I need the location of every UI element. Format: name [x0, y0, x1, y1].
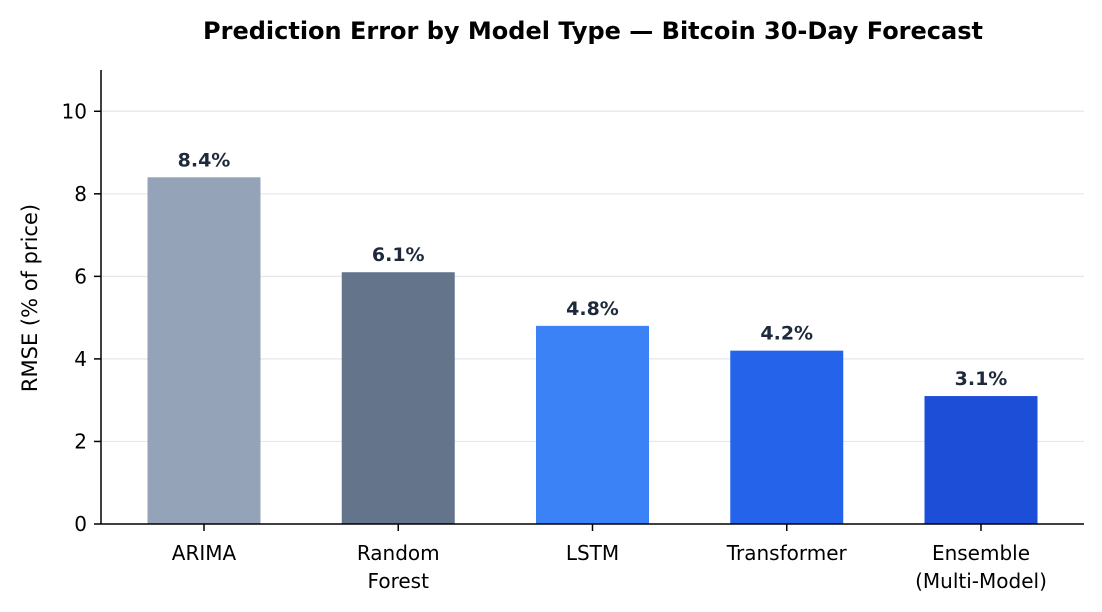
- y-tick-label: 8: [74, 182, 87, 206]
- bar: [730, 350, 844, 524]
- data-label: 8.4%: [178, 149, 231, 171]
- bar: [341, 272, 455, 524]
- x-tick-label: Ensemble (Multi-Model): [915, 541, 1047, 593]
- bar: [924, 396, 1038, 524]
- data-label: 4.2%: [760, 323, 813, 345]
- bars: [147, 177, 1038, 525]
- data-label: 3.1%: [955, 368, 1008, 390]
- x-tick-label: Random Forest: [357, 541, 440, 593]
- bar: [147, 177, 261, 525]
- x-tick-label: LSTM: [566, 541, 619, 565]
- x-axis: ARIMA Random Forest LSTM Transformer Ensemble…: [101, 523, 1084, 593]
- gridlines: [101, 110, 1084, 443]
- y-axis-label: RMSE (% of price): [18, 204, 42, 392]
- data-labels: 8.4% 6.1% 4.8% 4.2% 3.1%: [178, 149, 1008, 390]
- y-axis: 0 2 4 6 8 10: [62, 70, 102, 536]
- y-tick-label: 4: [74, 347, 87, 371]
- data-label: 4.8%: [566, 298, 619, 320]
- x-tick-label: Transformer: [726, 541, 848, 565]
- y-tick-label: 6: [74, 264, 87, 288]
- chart-title: Prediction Error by Model Type — Bitcoin…: [203, 17, 983, 45]
- bar: [536, 325, 649, 524]
- y-tick-label: 10: [62, 99, 87, 123]
- y-tick-label: 0: [74, 512, 87, 536]
- x-tick-label: ARIMA: [172, 541, 237, 565]
- data-label: 6.1%: [372, 244, 425, 266]
- y-tick-label: 2: [74, 429, 87, 453]
